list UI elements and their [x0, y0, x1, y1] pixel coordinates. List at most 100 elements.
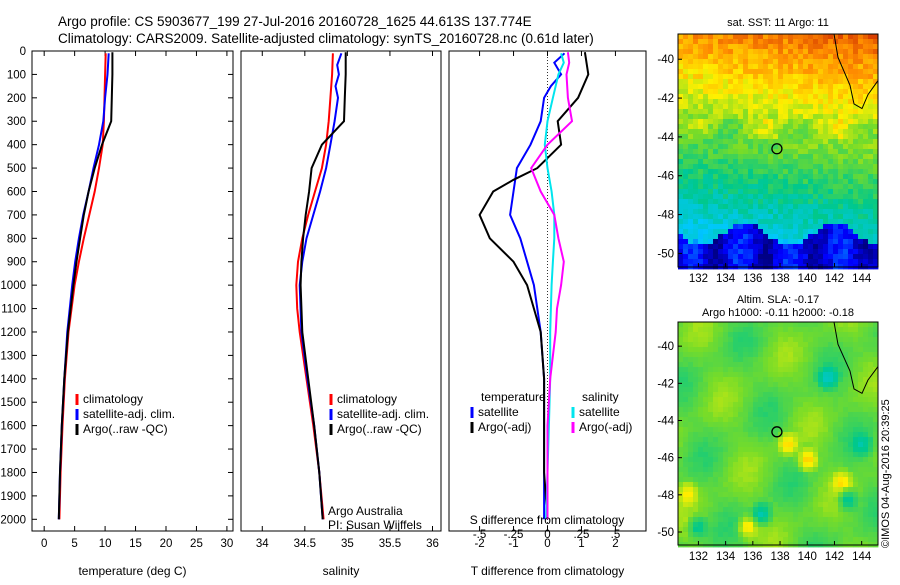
map-y-tick-label: -46 — [657, 171, 674, 183]
sst-map-panel: sat. SST: 11 Argo: 11 132 134 136 138 140 142… — [657, 17, 879, 285]
map-y-tick-label: -40 — [657, 54, 674, 66]
map-y-tick-label: -48 — [657, 210, 674, 222]
y-tick-label: 100 — [7, 69, 26, 81]
sla-map-title-line2: Argo h1000: -0.11 h2000: -0.18 — [702, 307, 854, 319]
x-tick-label: 34 — [256, 538, 269, 550]
sla-map-title-line1: Altim. SLA: -0.17 — [737, 294, 820, 306]
map-x-tick-label: 136 — [743, 551, 762, 563]
legend-label: climatology — [83, 392, 143, 406]
coastline — [833, 321, 879, 395]
map-x-tick-label: 144 — [852, 551, 872, 563]
legend-label: climatology — [337, 392, 397, 406]
x2-tick-label: 0 — [544, 529, 550, 541]
map-y-tick-label: -48 — [657, 490, 674, 502]
x-tick-label: 5 — [71, 538, 77, 550]
map-y-tick-label: -44 — [657, 132, 674, 144]
x2-axis-label: S difference from climatology — [470, 513, 625, 527]
sla-map-panel: Altim. SLA: -0.17 Argo h1000: -0.11 h200… — [657, 294, 879, 563]
y-tick-label: 700 — [7, 210, 26, 222]
map-x-tick-label: 138 — [770, 551, 789, 563]
map-y-tick-label: -42 — [657, 93, 674, 105]
series-line-temperature-argoadj — [478, 52, 590, 520]
y-tick-label: 2000 — [0, 514, 26, 526]
plot-frame — [31, 50, 234, 532]
figure-title-line2: Climatology: CARS2009. Satellite-adjuste… — [58, 31, 594, 46]
y-tick-label: 1500 — [0, 397, 26, 409]
y-tick-label: 500 — [7, 163, 26, 175]
y-tick-label: 1800 — [0, 467, 26, 479]
y-tick-label: 600 — [7, 186, 26, 198]
imos-credit: ©IMOS 04-Aug-2016 20:39:25 — [880, 399, 892, 548]
sst-map-title: sat. SST: 11 Argo: 11 — [727, 17, 829, 29]
legend-label: satellite — [579, 405, 620, 419]
y-tick-label: 200 — [7, 93, 26, 105]
map-x-tick-label: 140 — [798, 551, 817, 563]
legend-label: Argo(-adj) — [478, 420, 531, 434]
y-tick-label: 1100 — [1, 304, 26, 316]
y-tick-label: 1600 — [0, 421, 26, 433]
x-tick-label: -1 — [508, 538, 518, 550]
x-tick-label: 0 — [41, 538, 47, 550]
x-tick-label: 15 — [129, 538, 142, 550]
x-tick-label: 1 — [578, 538, 584, 550]
map-field — [678, 322, 879, 548]
legend-group-header: salinity — [582, 390, 619, 404]
argo-location-marker — [771, 143, 783, 155]
salinity-annotation: PI: Susan Wijffels — [328, 518, 422, 532]
difference-profile-panel: -2 -1 0 1 2 T difference from climatology -.5 -… — [448, 50, 647, 578]
map-x-tick-label: 140 — [798, 273, 817, 285]
y-tick-label: 400 — [7, 140, 26, 152]
y-tick-label: 1900 — [0, 491, 26, 503]
y-tick-label: 300 — [7, 116, 26, 128]
map-x-tick-label: 144 — [852, 273, 872, 285]
legend-group-header: temperature — [481, 390, 546, 404]
temperature-profile-panel: 0 5 10 15 20 25 300100200300400500600700800900… — [0, 46, 234, 578]
x-tick-label: 20 — [160, 538, 173, 550]
x2-tick-label: .5 — [611, 529, 621, 541]
salinity-profile-panel: 34 34.5 35 35.5 36 salinity climatologysatelli… — [240, 50, 442, 578]
map-x-tick-label: 138 — [770, 273, 789, 285]
x2-tick-label: .25 — [573, 529, 589, 541]
series-line-salinity-argoadj — [530, 52, 574, 520]
map-y-tick-label: -50 — [657, 248, 674, 260]
map-x-tick-label: 142 — [825, 273, 844, 285]
x-tick-label: 0 — [544, 538, 550, 550]
map-y-tick-label: -40 — [657, 341, 674, 353]
x-axis-label: T difference from climatology — [471, 564, 625, 578]
y-tick-label: 1200 — [0, 327, 26, 339]
x2-tick-label: -.25 — [504, 529, 524, 541]
map-x-tick-label: 134 — [716, 551, 736, 563]
map-x-tick-label: 132 — [689, 551, 708, 563]
map-y-tick-label: -50 — [657, 527, 674, 539]
x-tick-label: -2 — [474, 538, 484, 550]
map-frame — [677, 321, 879, 546]
x-tick-label: 10 — [99, 538, 112, 550]
legend-label: Argo(-adj) — [579, 420, 632, 434]
map-x-tick-label: 136 — [743, 273, 762, 285]
x-tick-label: 30 — [221, 538, 234, 550]
y-tick-label: 1300 — [0, 350, 26, 362]
x-axis-label: salinity — [323, 564, 360, 578]
y-tick-label: 800 — [7, 233, 26, 245]
legend-label: Argo(..raw -QC) — [337, 422, 422, 436]
legend-label: Argo(..raw -QC) — [83, 422, 168, 436]
series-line-argorawqc — [57, 52, 114, 520]
map-frame — [677, 33, 879, 268]
x-tick-label: 34.5 — [294, 538, 316, 550]
y-tick-label: 1400 — [0, 374, 26, 386]
x-axis-label: temperature (deg C) — [78, 564, 186, 578]
x-tick-label: 25 — [190, 538, 203, 550]
x-tick-label: 35 — [341, 538, 354, 550]
x-tick-label: 2 — [612, 538, 618, 550]
salinity-annotation: Argo Australia — [328, 504, 403, 518]
map-y-tick-label: -44 — [657, 415, 674, 427]
map-x-tick-label: 134 — [716, 273, 736, 285]
figure-title-line1: Argo profile: CS 5903677_199 27-Jul-2016… — [58, 14, 532, 29]
map-x-tick-label: 142 — [825, 551, 844, 563]
coastline — [833, 33, 879, 110]
y-tick-label: 0 — [20, 46, 26, 58]
y-tick-label: 1000 — [0, 280, 26, 292]
x-tick-label: 36 — [426, 538, 439, 550]
